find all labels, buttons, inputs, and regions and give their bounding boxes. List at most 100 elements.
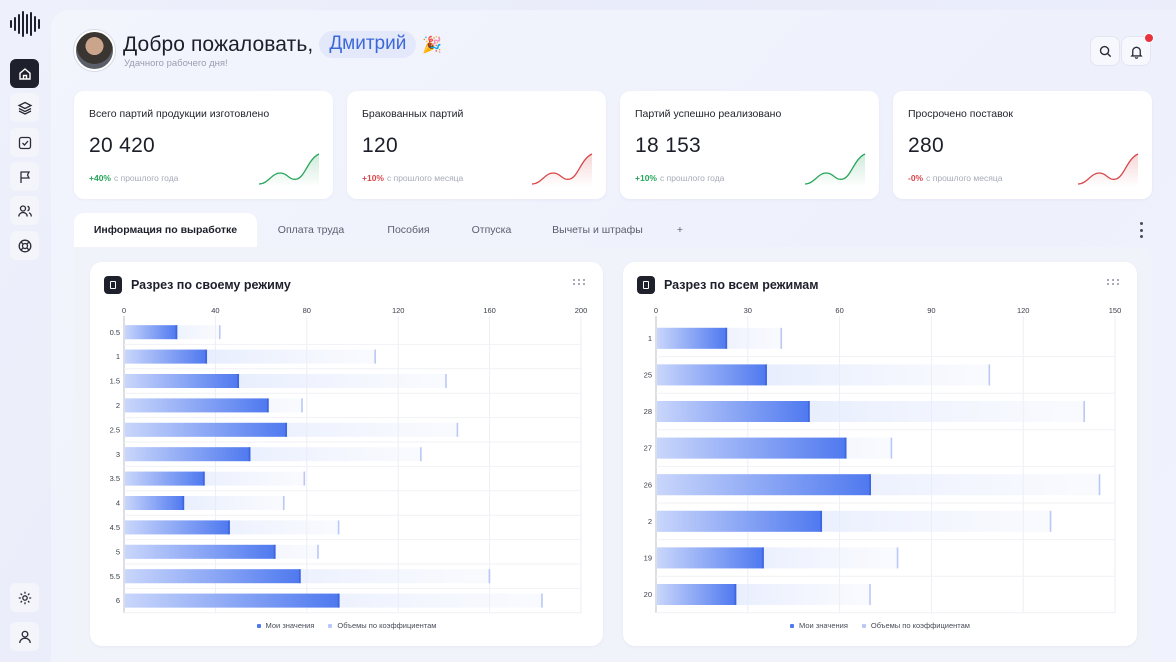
sidebar-item-home[interactable] <box>10 59 39 88</box>
category-label: 25 <box>644 371 652 380</box>
chart-legend: Мои значения Объемы по коэффициентам <box>90 621 603 630</box>
stat-card[interactable]: Просрочено поставок 280 -0% с прошлого меся… <box>893 91 1152 199</box>
x-tick-label: 90 <box>927 306 935 315</box>
legend-swatch <box>256 623 261 628</box>
party-icon: 🎉 <box>422 36 443 54</box>
greeting-subtitle: Удачного рабочего дня! <box>124 58 228 69</box>
bar-my-values-marker <box>808 401 810 422</box>
stat-value: 20 420 <box>89 134 156 157</box>
flag-icon <box>19 170 30 183</box>
bar-my-values-marker <box>285 422 288 437</box>
drag-handle-icon[interactable] <box>1107 279 1121 287</box>
tab[interactable]: Вычеты и штрафы <box>552 224 643 236</box>
sidebar-item-flags[interactable] <box>10 162 39 191</box>
sidebar-item-tasks[interactable] <box>10 128 39 157</box>
category-label: 5.5 <box>110 572 120 581</box>
chart-card-own-mode: Разрез по своему режиму 0 40 80 120 160 200 0.5… <box>90 262 603 646</box>
bar-my-values[interactable] <box>657 510 822 532</box>
legend-item[interactable]: Мои значения <box>256 621 315 630</box>
x-tick-label: 60 <box>835 306 843 315</box>
sidebar-item-settings[interactable] <box>10 583 39 612</box>
users-icon <box>17 204 32 217</box>
sidebar-item-layers[interactable] <box>10 93 39 122</box>
add-tab-button[interactable]: + <box>676 224 684 236</box>
bar-my-values-marker <box>205 349 208 364</box>
greeting: Добро пожаловать, Дмитрий 🎉 <box>123 31 442 58</box>
bar-my-values[interactable] <box>657 474 871 496</box>
stat-delta-percent: +10% <box>635 173 657 183</box>
tab[interactable]: Пособия <box>387 224 430 236</box>
bar-my-values[interactable] <box>125 544 275 559</box>
user-name: Дмитрий <box>319 31 417 58</box>
legend-label: Мои значения <box>265 621 315 630</box>
sidebar <box>0 0 50 662</box>
bar-coef-marker <box>780 327 783 349</box>
bar-my-values[interactable] <box>657 327 727 349</box>
category-label: 28 <box>644 407 652 416</box>
bar-coef-marker <box>488 569 491 584</box>
tab[interactable]: Отпуска <box>471 224 512 236</box>
legend-label: Объемы по коэффициентам <box>870 621 970 630</box>
legend-item[interactable]: Объемы по коэффициентам <box>861 621 970 630</box>
bar-my-values[interactable] <box>125 398 268 413</box>
sidebar-item-profile[interactable] <box>10 622 39 651</box>
bar-my-values[interactable] <box>657 401 809 422</box>
bar-my-values[interactable] <box>125 496 184 510</box>
bar-my-values[interactable] <box>657 584 736 605</box>
stat-value: 18 153 <box>635 134 702 157</box>
stat-card[interactable]: Бракованных партий 120 +10% с прошлого меся… <box>347 91 606 199</box>
sparkline-chart <box>1077 153 1139 187</box>
category-label: 2 <box>116 401 120 410</box>
category-label: 27 <box>644 444 652 453</box>
bar-coef-marker <box>896 547 899 569</box>
bell-icon <box>1129 46 1143 59</box>
bar-my-values-marker <box>202 471 205 486</box>
stat-delta-label: с прошлого месяца <box>926 173 1003 183</box>
drag-handle-icon[interactable] <box>573 279 587 287</box>
layers-icon <box>17 101 32 115</box>
legend-label: Объемы по коэффициентам <box>337 621 437 630</box>
sidebar-item-users[interactable] <box>10 196 39 225</box>
bar-my-values-marker <box>228 520 230 535</box>
chart-icon <box>637 276 655 294</box>
user-icon <box>18 630 31 643</box>
bar-my-values[interactable] <box>125 422 287 437</box>
chart-card-all-modes: Разрез по всем режимам 0 30 60 90 120 150 1 25 28… <box>623 262 1137 646</box>
bar-my-values[interactable] <box>657 364 767 386</box>
search-button[interactable] <box>1090 36 1120 66</box>
more-options-icon[interactable] <box>1136 222 1146 238</box>
bar-my-values-marker <box>248 447 251 462</box>
bar-my-values[interactable] <box>125 349 207 364</box>
stat-card[interactable]: Партий успешно реализовано 18 153 +10% с пр… <box>620 91 879 199</box>
bar-my-values[interactable] <box>125 374 239 388</box>
bar-my-values[interactable] <box>125 520 230 535</box>
stat-value: 120 <box>362 134 398 157</box>
category-label: 4.5 <box>110 523 120 532</box>
chart-title: Разрез по своему режиму <box>131 278 291 292</box>
tab[interactable]: Информация по выработке <box>74 213 257 247</box>
bar-my-values[interactable] <box>657 547 764 569</box>
bar-my-values[interactable] <box>125 593 339 608</box>
sidebar-item-support[interactable] <box>10 231 39 260</box>
bar-my-values-marker <box>844 437 847 459</box>
chart-title: Разрез по всем режимам <box>664 278 819 292</box>
notification-badge <box>1144 33 1154 43</box>
bar-my-values[interactable] <box>125 471 204 486</box>
bar-coef-marker <box>1049 510 1052 532</box>
stat-delta: +40% с прошлого года <box>89 173 178 183</box>
lifebuoy-icon <box>18 239 31 252</box>
x-tick-label: 200 <box>575 306 588 315</box>
legend-swatch <box>328 623 333 628</box>
bar-my-values[interactable] <box>657 437 846 459</box>
bar-coef-marker <box>303 471 306 486</box>
legend-item[interactable]: Объемы по коэффициентам <box>328 621 436 630</box>
bar-my-values[interactable] <box>125 569 300 584</box>
x-tick-label: 120 <box>392 306 405 315</box>
avatar[interactable] <box>74 30 115 71</box>
legend-item[interactable]: Мои значения <box>790 621 848 630</box>
bar-my-values[interactable] <box>125 447 250 462</box>
stat-delta: -0% с прошлого месяца <box>908 173 1002 183</box>
stat-card[interactable]: Всего партий продукции изготовлено 20 420… <box>74 91 333 199</box>
tab[interactable]: Оплата труда <box>277 224 345 236</box>
bar-my-values[interactable] <box>125 325 177 340</box>
